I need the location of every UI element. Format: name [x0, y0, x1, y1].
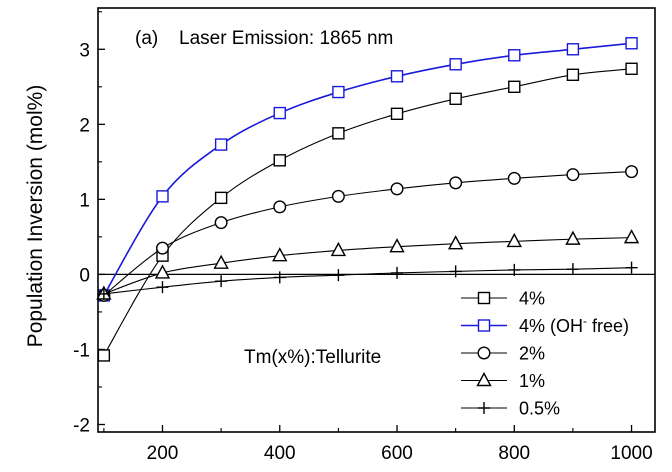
series-4-oh-free-point-500 — [332, 85, 345, 99]
legend-0-5-label: 0.5% — [519, 399, 560, 419]
series-4-point-500 — [332, 127, 345, 140]
series-0-5-point-500 — [332, 269, 345, 282]
series-2-point-300 — [214, 216, 228, 230]
series-4-oh-free-point-400 — [273, 106, 286, 120]
legend-4-oh-free-label: 4% (OH- free) — [519, 314, 629, 336]
laser-emission-annotation: Laser Emission: 1865 nm — [179, 28, 393, 49]
series-4-oh-free-point-600 — [390, 70, 404, 83]
series-4-oh-free-line — [103, 42, 632, 296]
x-tick-label-1000: 1000 — [610, 443, 652, 464]
series-0-5-line — [103, 267, 632, 295]
series-4-oh-free-point-900 — [566, 43, 580, 56]
y-tick-label-0: 0 — [79, 265, 90, 286]
series-0-5-point-900 — [566, 263, 579, 276]
series-4-point-400 — [273, 154, 286, 167]
y-tick-label-1: 1 — [79, 190, 90, 211]
series-0-5-point-1000 — [625, 261, 638, 274]
x-tick-label-800: 800 — [498, 443, 530, 464]
series-1-point-900 — [565, 230, 581, 245]
series-0-5-point-400 — [273, 271, 286, 284]
series-2-point-500 — [331, 189, 345, 203]
series-1-point-200 — [154, 264, 171, 279]
series-2-point-1000 — [625, 165, 639, 179]
series-2-line — [103, 171, 632, 296]
series-2-point-200 — [155, 241, 169, 255]
series-1-point-600 — [389, 238, 405, 253]
series-4-oh-free-point-300 — [214, 138, 228, 151]
series-1-point-300 — [213, 254, 229, 269]
series-4-point-700 — [449, 92, 462, 106]
series-4-point-1000 — [625, 62, 638, 75]
series-2-point-600 — [390, 182, 404, 196]
series-4-oh-free-point-1000 — [625, 37, 638, 50]
series-1-point-800 — [506, 232, 522, 248]
x-tick-label-200: 200 — [147, 443, 179, 464]
series-2-point-900 — [566, 168, 580, 182]
series-2-point-800 — [507, 171, 521, 185]
series-1-line — [103, 237, 632, 295]
y-tick-label--2: -2 — [73, 415, 90, 436]
legend-1-label: 1% — [519, 371, 545, 391]
series-2-point-700 — [449, 176, 463, 190]
series-4-oh-free-point-700 — [449, 58, 462, 71]
y-tick-label-2: 2 — [79, 115, 90, 136]
legend-0-5-swatch-marker — [478, 402, 490, 414]
series-1-point-500 — [330, 241, 347, 257]
series-4-point-300 — [214, 191, 228, 205]
series-0-5-point-300 — [215, 275, 228, 288]
series-0-5-point-700 — [449, 265, 462, 278]
series-4-point-100 — [97, 349, 111, 362]
series-4-point-600 — [390, 107, 404, 121]
plot-frame — [97, 7, 656, 433]
y-tick-label-3: 3 — [79, 40, 90, 61]
y-axis-title: Population Inversion (mol%) — [24, 85, 47, 348]
series-1-point-1000 — [623, 229, 640, 244]
legend-4-swatch-marker — [477, 291, 491, 305]
series-1-point-400 — [272, 247, 288, 262]
legend-2-swatch-marker — [477, 346, 491, 360]
series-1-point-700 — [447, 235, 464, 250]
legend: 4% 4% (OH- free) 2% 1% 0.5% — [461, 289, 629, 419]
series-4-point-800 — [508, 80, 521, 93]
panel-label: (a) — [135, 28, 158, 49]
x-tick-label-400: 400 — [264, 443, 296, 464]
legend-4-label: 4% — [519, 289, 545, 309]
legend-1-swatch-marker — [476, 372, 492, 387]
axes: 200 400 600 800 1000 -2 -1 0 1 2 3 — [73, 7, 656, 464]
series-0-5-point-100 — [97, 287, 110, 300]
sample-annotation: Tm(x%):Tellurite — [244, 347, 381, 368]
series-0-5-point-800 — [508, 263, 521, 276]
legend-2-label: 2% — [519, 344, 545, 364]
x-tick-label-600: 600 — [381, 443, 413, 464]
series-0-5-point-200 — [156, 281, 169, 294]
legend-4-oh-free-swatch-marker — [477, 319, 491, 332]
series-4-line — [103, 68, 632, 356]
series-4-point-900 — [566, 68, 580, 81]
plot-layer — [96, 37, 655, 362]
y-tick-label--1: -1 — [73, 340, 90, 361]
series-4-oh-free-point-800 — [508, 49, 521, 62]
series-2-point-400 — [273, 200, 287, 214]
series-0-5-point-600 — [391, 266, 404, 279]
series-4-oh-free-point-200 — [156, 190, 169, 203]
